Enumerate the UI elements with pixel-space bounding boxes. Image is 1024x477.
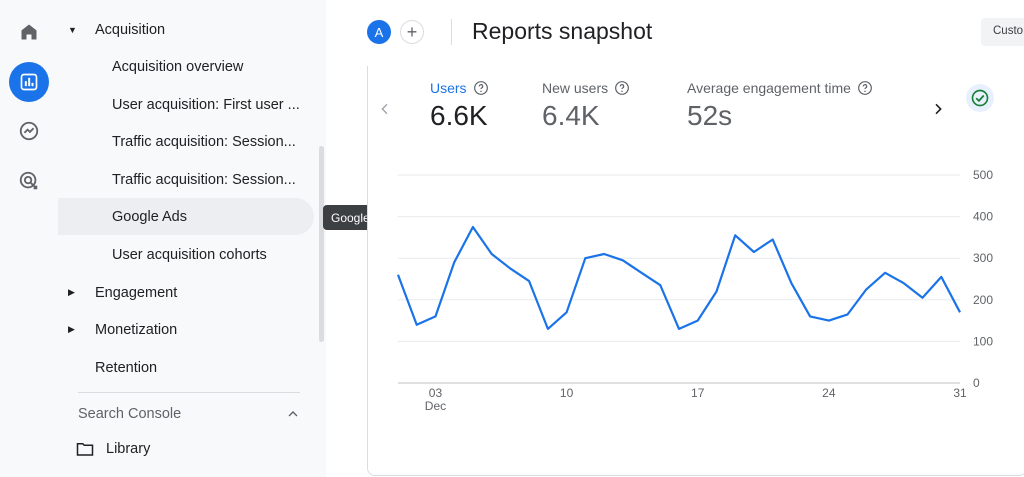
nav-item-label: Acquisition overview: [112, 58, 244, 75]
customize-button[interactable]: Custo: [981, 18, 1024, 46]
page-header: [326, 0, 1024, 66]
nav-monetization[interactable]: ▶ Monetization: [58, 311, 314, 348]
y-tick-label: 400: [973, 210, 993, 224]
chevron-up-icon[interactable]: [285, 406, 301, 422]
advertising-icon: [19, 171, 38, 190]
explore-icon: [19, 121, 39, 141]
metric-value: 52s: [687, 100, 733, 131]
x-tick-label: 17: [691, 386, 705, 400]
nav-scrollbar[interactable]: [319, 146, 324, 342]
nav-item-label: User acquisition cohorts: [112, 246, 267, 263]
metric-users[interactable]: Users 6.6K: [430, 80, 489, 132]
home-icon: [21, 24, 37, 40]
explore-button[interactable]: [9, 111, 49, 151]
snapshot-card: [367, 66, 1024, 476]
x-tick-sublabel: Dec: [425, 399, 446, 413]
metric-avg-engagement-time[interactable]: Average engagement time 52s: [687, 80, 873, 132]
help-icon[interactable]: [857, 80, 873, 96]
advertising-button[interactable]: [9, 161, 49, 201]
x-tick-label: 24: [822, 386, 836, 400]
reports-icon: [20, 73, 38, 91]
nav-item-label: Traffic acquisition: Session...: [112, 171, 296, 188]
page-title: Reports snapshot: [472, 18, 653, 44]
caret-down-icon: ▼: [68, 24, 77, 35]
nav-engagement[interactable]: ▶ Engagement: [58, 274, 314, 311]
nav-item-label: Google Ads: [112, 208, 187, 225]
y-tick-label: 100: [973, 334, 993, 348]
nav-traffic-acquisition-1[interactable]: Traffic acquisition: Session...: [58, 123, 314, 160]
nav-retention-label: Retention: [95, 359, 158, 376]
search-console-section[interactable]: Search Console: [78, 406, 182, 422]
library-link[interactable]: Library: [76, 441, 150, 457]
plus-icon: +: [406, 22, 418, 42]
nav-engagement-label: Engagement: [95, 284, 178, 301]
y-tick-label: 0: [973, 376, 980, 390]
home-button[interactable]: [9, 12, 49, 52]
nav-retention[interactable]: Retention: [58, 349, 314, 386]
check-circle-icon: [971, 89, 989, 107]
metric-value: 6.6K: [430, 100, 488, 131]
icon-rail: [0, 0, 58, 477]
nav-acquisition[interactable]: ▼ Acquisition: [58, 11, 314, 48]
nav-traffic-acquisition-2[interactable]: Traffic acquisition: Session...: [58, 161, 314, 198]
data-quality-badge[interactable]: [966, 84, 994, 112]
nav-item-label: User acquisition: First user ...: [112, 96, 300, 113]
header-divider: [451, 19, 452, 45]
chevron-right-icon[interactable]: [930, 101, 946, 117]
x-tick-label: 03: [429, 386, 443, 400]
x-tick-label: 10: [560, 386, 574, 400]
nav-acquisition-overview[interactable]: Acquisition overview: [58, 48, 314, 85]
folder-icon: [76, 443, 94, 456]
series-line: [396, 225, 961, 330]
library-label: Library: [106, 441, 151, 457]
y-tick-label: 300: [973, 251, 993, 265]
add-comparison-button[interactable]: +: [400, 20, 424, 44]
nav-user-acquisition-cohorts[interactable]: User acquisition cohorts: [58, 236, 314, 273]
help-icon[interactable]: [473, 80, 489, 96]
help-icon[interactable]: [614, 80, 630, 96]
nav-divider: [78, 392, 300, 393]
nav-google-ads[interactable]: Google Ads: [58, 198, 314, 235]
nav-item-label: Traffic acquisition: Session...: [112, 133, 296, 150]
y-tick-label: 200: [973, 293, 993, 307]
comparison-avatar[interactable]: A: [367, 20, 391, 44]
x-tick-label: 31: [953, 386, 967, 400]
metric-label: Average engagement time: [687, 80, 851, 96]
metric-value: 6.4K: [542, 100, 600, 131]
caret-right-icon: ▶: [68, 324, 75, 334]
nav-user-acquisition[interactable]: User acquisition: First user ...: [58, 86, 314, 123]
metric-new-users[interactable]: New users 6.4K: [542, 80, 630, 132]
y-tick-label: 500: [973, 168, 993, 182]
nav-acquisition-label: Acquisition: [95, 21, 166, 38]
chevron-left-icon[interactable]: [377, 101, 393, 117]
caret-right-icon: ▶: [68, 287, 75, 297]
metric-label: New users: [542, 80, 609, 96]
reports-button[interactable]: [9, 62, 49, 102]
metric-label: Users: [430, 80, 467, 96]
report-nav: [58, 0, 326, 477]
nav-monetization-label: Monetization: [95, 321, 178, 338]
